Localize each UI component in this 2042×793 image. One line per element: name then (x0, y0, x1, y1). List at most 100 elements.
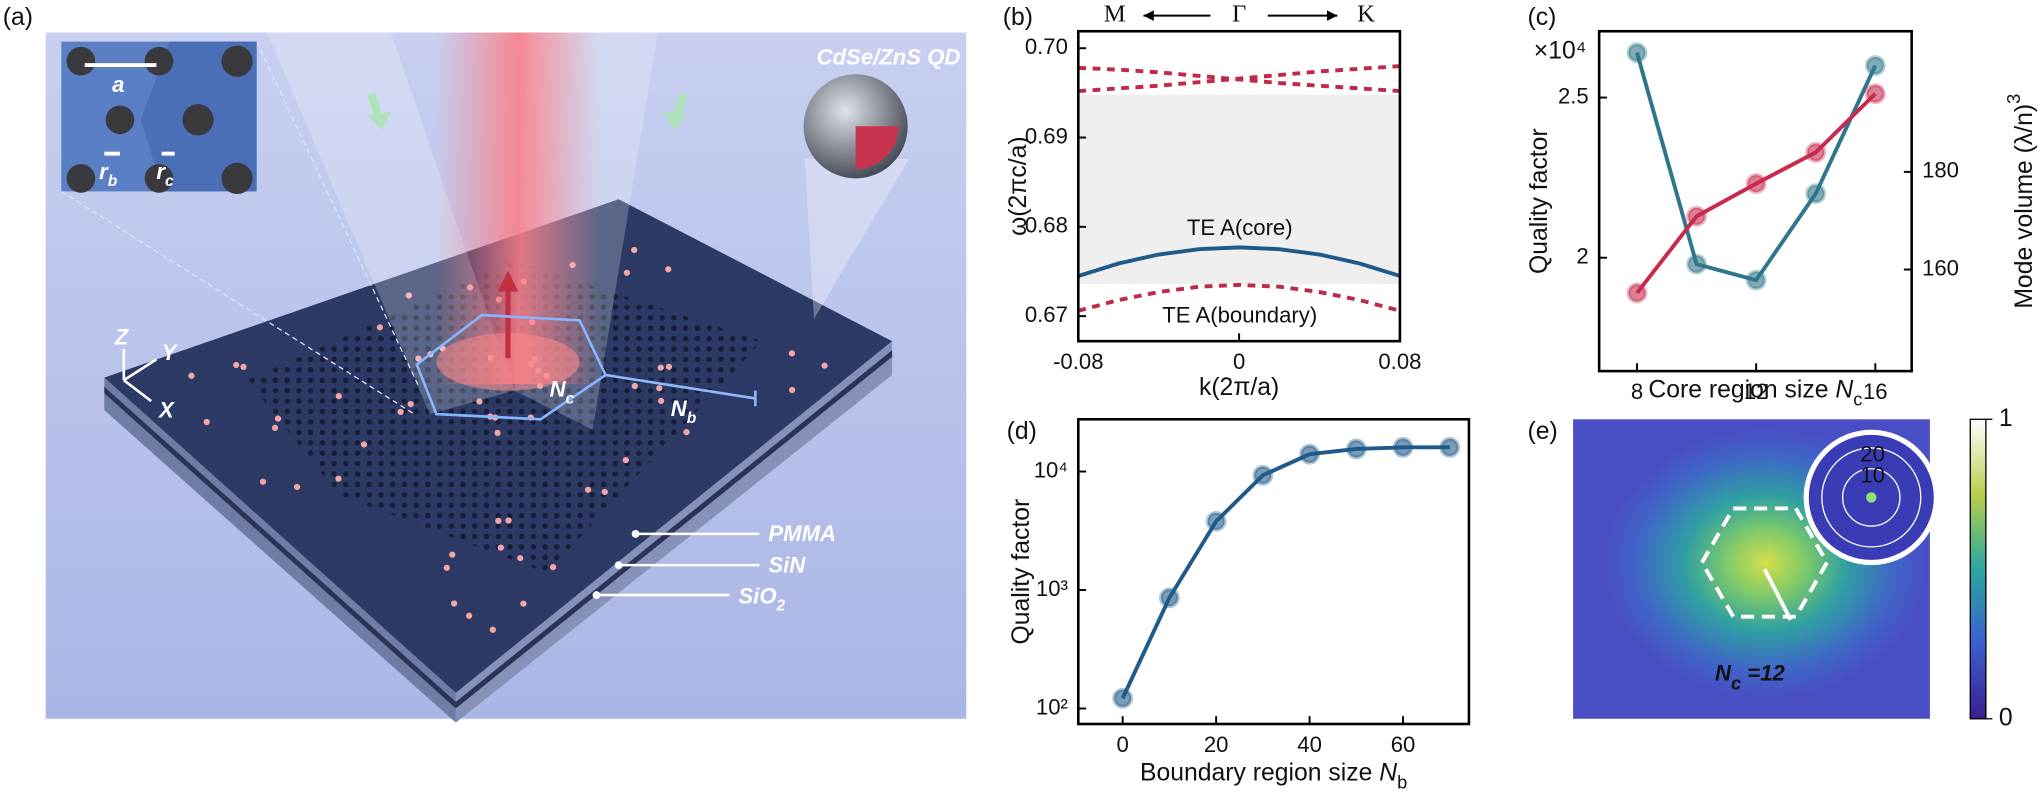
label-text: SiO (738, 584, 776, 609)
label-part: N (1379, 759, 1397, 786)
series-line (1077, 245, 1401, 278)
emitter (293, 483, 301, 491)
axis-label: X (157, 397, 175, 422)
x-axis-label: Core region size Nc (1648, 376, 1862, 409)
axis-multiplier: ×10⁴ (1534, 38, 1587, 65)
y-tick-label: 0.68 (1025, 213, 1068, 238)
data-point (1626, 42, 1648, 64)
emitter (443, 564, 450, 571)
label-part: 3 (2004, 94, 2024, 104)
y-tick-label: 2 (1576, 244, 1588, 269)
y2-tick-label: 180 (1922, 158, 1959, 183)
y2-axis-label: Mode volume (λ/n)3 (2004, 94, 2038, 309)
emitter (203, 418, 210, 426)
emitter (405, 292, 412, 299)
emitter (658, 397, 665, 405)
emitter (376, 324, 384, 331)
inset-label: 20 (1860, 442, 1885, 467)
label-part: Boundary region size (1140, 759, 1379, 786)
y-tick-label: 10³ (1036, 576, 1068, 601)
emitter (623, 269, 631, 276)
layer-stripe (455, 350, 893, 709)
data-point (1745, 173, 1767, 195)
data-point (1864, 83, 1886, 105)
emitter (657, 364, 664, 371)
plot-frame (1076, 29, 1402, 343)
emitter (450, 600, 458, 607)
emitter (259, 478, 267, 485)
x-tick-label: 0 (1117, 732, 1129, 757)
emitter (476, 398, 483, 405)
emitter (494, 429, 501, 436)
emitter (466, 612, 473, 619)
label-part: b (1397, 772, 1407, 792)
emitter (821, 362, 828, 369)
label-sub: b (108, 173, 118, 190)
label-sub: c (566, 390, 575, 407)
series-line (1077, 282, 1401, 313)
layer-label: SiO2 (738, 584, 785, 615)
illustration: (a) CdSe/ZnS QD a rb rc Nc Nb Z Y X PMMA… (3, 4, 967, 723)
data-point (1805, 183, 1827, 205)
emitter (335, 475, 342, 482)
label-part: c (1731, 673, 1741, 693)
emitter (360, 441, 368, 448)
gap-band (1078, 94, 1400, 285)
y-tick-label: 10⁴ (1034, 457, 1068, 482)
emitter (631, 382, 638, 390)
label-text: N (671, 396, 688, 421)
inset-peak (1866, 492, 1877, 503)
annotation: Nc =12 (1715, 660, 1785, 693)
axis-arrow (123, 379, 152, 403)
emitter (188, 372, 195, 379)
plot-frame (1597, 29, 1913, 373)
emitter (397, 408, 404, 416)
zoom-line (60, 190, 415, 415)
label-part: c (1853, 389, 1862, 409)
direction-arrow-head (1327, 10, 1338, 21)
qd-label: CdSe/ZnS QD (817, 44, 961, 69)
y-tick-label: 10² (1036, 694, 1068, 719)
boundary-label: Nb (671, 396, 697, 427)
emitter (665, 266, 672, 273)
colorbar-tick-label: 1 (1999, 405, 2013, 432)
colorbar-tick-label: 0 (1999, 704, 2013, 731)
emitter (520, 600, 527, 607)
symmetry-point: M (1104, 0, 1126, 27)
data-point (1112, 687, 1134, 709)
data-point (1345, 438, 1367, 460)
x-tick-label: 60 (1391, 732, 1416, 757)
y-tick-label: 0.69 (1025, 123, 1068, 148)
label-sub: 2 (776, 597, 786, 614)
data-point (1864, 55, 1886, 76)
data-point (1205, 510, 1227, 532)
label-part: N (1835, 376, 1853, 403)
axis-label: Y (162, 340, 179, 365)
data-point (1805, 141, 1827, 163)
symmetry-point: K (1357, 0, 1375, 27)
axis-label: Z (114, 324, 130, 349)
panel-label: (a) (3, 4, 33, 31)
series-label: TE A(boundary) (1162, 302, 1317, 327)
boundary-line (605, 373, 756, 400)
emitter (622, 457, 629, 464)
x-tick-label: 20 (1204, 732, 1229, 757)
data-point (1745, 269, 1767, 291)
emitter (549, 564, 557, 571)
layer-label: PMMA (768, 521, 836, 546)
emitter (233, 361, 240, 369)
pump-arrow-head (664, 111, 688, 131)
inset-holes (66, 45, 253, 195)
y-axis-label: Quality factor (1526, 128, 1553, 274)
label-text: r (156, 159, 166, 184)
data-point (1439, 436, 1461, 458)
colorbar (1969, 418, 1987, 720)
emitter (631, 246, 638, 254)
label-part: Core region size (1648, 376, 1835, 403)
data-point (1158, 587, 1180, 609)
emitter (789, 386, 796, 394)
y-tick-label: 0.67 (1025, 302, 1068, 327)
x-axis-label: Boundary region size Nb (1140, 759, 1407, 792)
axis-arrow (123, 358, 158, 382)
x-tick-label: -0.08 (1053, 349, 1103, 374)
